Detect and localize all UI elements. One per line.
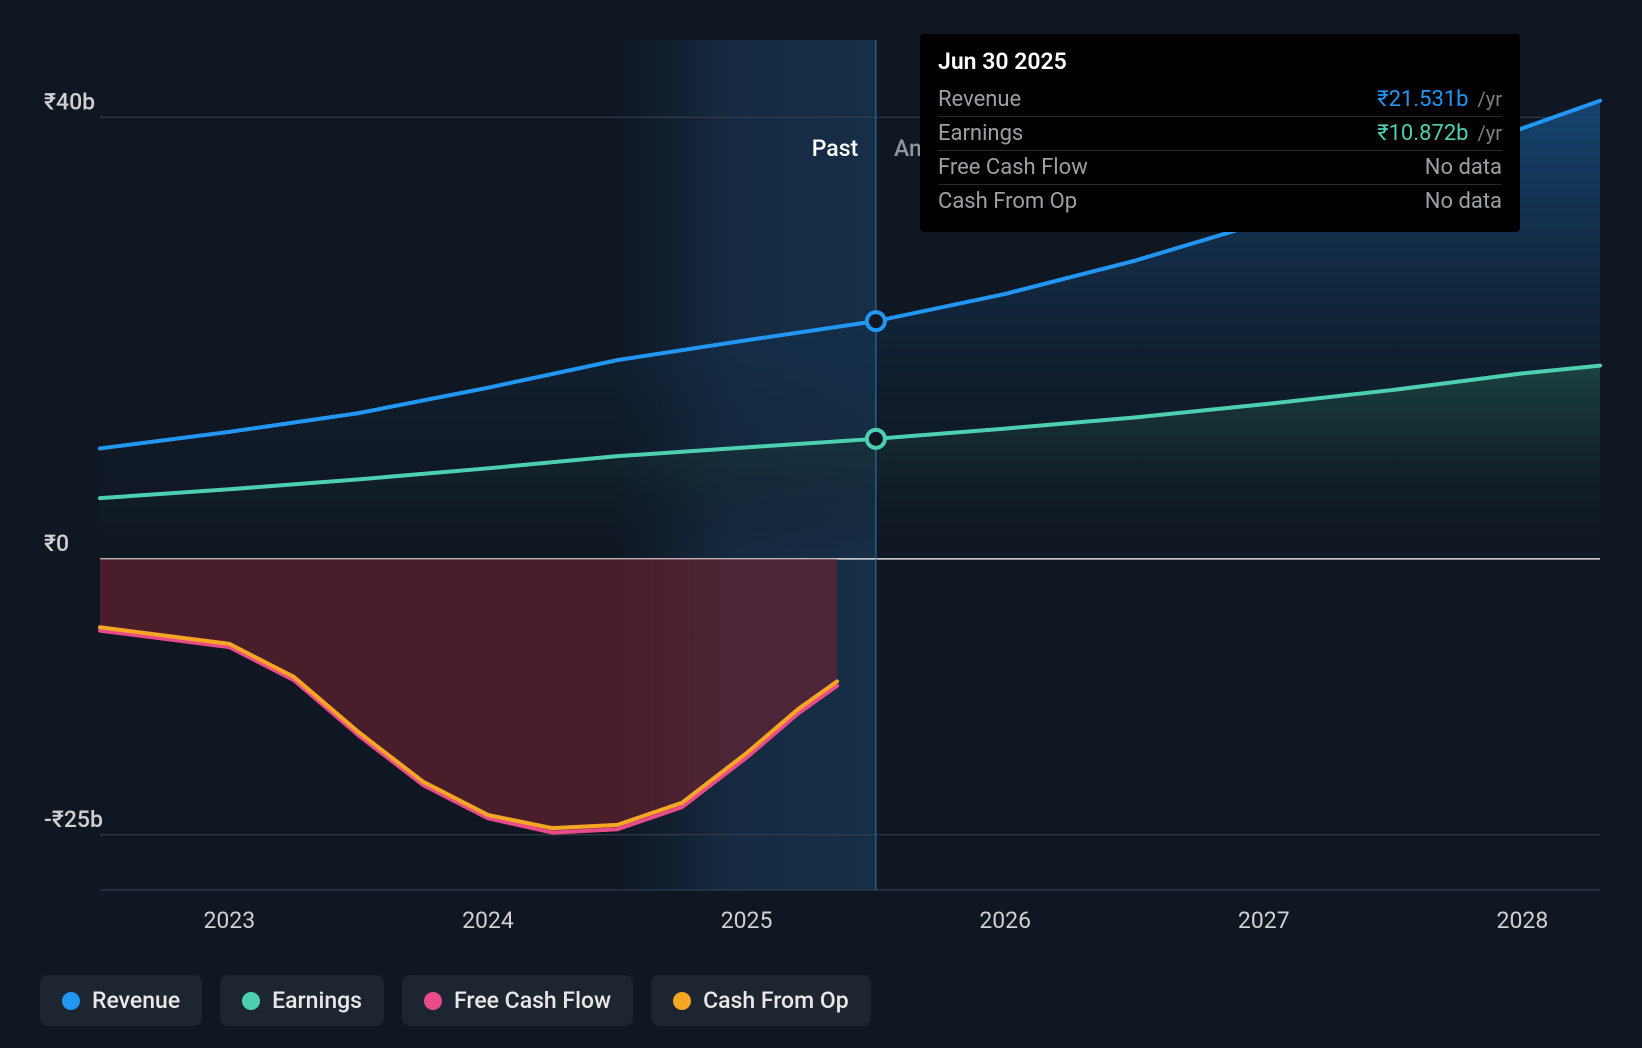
legend-item[interactable]: Earnings — [220, 975, 384, 1026]
legend-label: Free Cash Flow — [454, 987, 611, 1014]
legend-dot-icon — [673, 992, 691, 1010]
tooltip-row-value: ₹10.872b /yr — [1246, 117, 1502, 151]
marker-dot[interactable] — [867, 312, 885, 330]
tooltip-row-value: No data — [1246, 185, 1502, 219]
tooltip-table: Revenue₹21.531b /yrEarnings₹10.872b /yrF… — [938, 83, 1502, 218]
tooltip-row-label: Free Cash Flow — [938, 151, 1246, 185]
tooltip-row-label: Cash From Op — [938, 185, 1246, 219]
legend-label: Cash From Op — [703, 987, 849, 1014]
tooltip-row-value: ₹21.531b /yr — [1246, 83, 1502, 117]
y-tick-label: -₹25b — [44, 806, 103, 833]
legend-item[interactable]: Cash From Op — [651, 975, 871, 1026]
tooltip-row-value: No data — [1246, 151, 1502, 185]
legend-dot-icon — [424, 992, 442, 1010]
legend-item[interactable]: Revenue — [40, 975, 202, 1026]
y-tick-label: ₹0 — [44, 530, 69, 557]
x-tick-label: 2028 — [1497, 907, 1549, 934]
marker-dot[interactable] — [867, 430, 885, 448]
financials-chart: -₹25b ₹0 ₹40b 2023 2024 2025 2026 2027 2028 Jun … — [40, 20, 1620, 940]
legend-dot-icon — [62, 992, 80, 1010]
legend-label: Revenue — [92, 987, 180, 1014]
legend-label: Earnings — [272, 987, 362, 1014]
tooltip-row: Revenue₹21.531b /yr — [938, 83, 1502, 117]
legend-dot-icon — [242, 992, 260, 1010]
x-tick-label: 2023 — [203, 907, 255, 934]
x-tick-label: 2025 — [721, 907, 773, 934]
x-tick-label: 2024 — [462, 907, 514, 934]
tooltip-title: Jun 30 2025 — [938, 48, 1502, 83]
tooltip-row: Free Cash FlowNo data — [938, 151, 1502, 185]
legend-item[interactable]: Free Cash Flow — [402, 975, 633, 1026]
tooltip-row-label: Revenue — [938, 83, 1246, 117]
chart-legend: Revenue Earnings Free Cash Flow Cash From O… — [40, 975, 871, 1026]
x-tick-label: 2026 — [979, 907, 1031, 934]
chart-tooltip: Jun 30 2025 Revenue₹21.531b /yrEarnings₹… — [920, 34, 1520, 232]
tooltip-row: Earnings₹10.872b /yr — [938, 117, 1502, 151]
y-tick-label: ₹40b — [44, 88, 95, 115]
tooltip-row-label: Earnings — [938, 117, 1246, 151]
tooltip-row: Cash From OpNo data — [938, 185, 1502, 219]
x-tick-label: 2027 — [1238, 907, 1290, 934]
